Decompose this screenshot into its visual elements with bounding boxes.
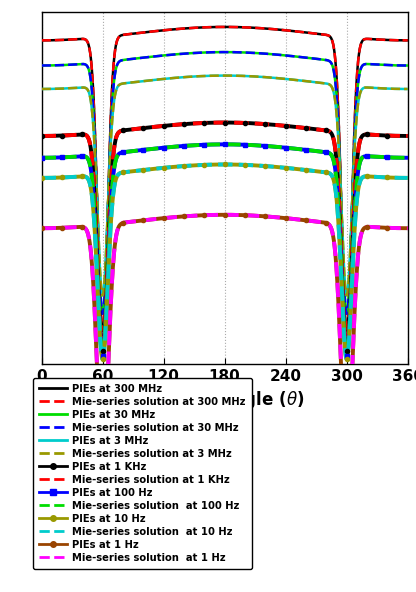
X-axis label: Bistatic angle ($\theta$): Bistatic angle ($\theta$) [144, 390, 305, 411]
Legend: PIEs at 300 MHz, Mie-series solution at 300 MHz, PIEs at 30 MHz, Mie-series solu: PIEs at 300 MHz, Mie-series solution at … [33, 378, 252, 569]
